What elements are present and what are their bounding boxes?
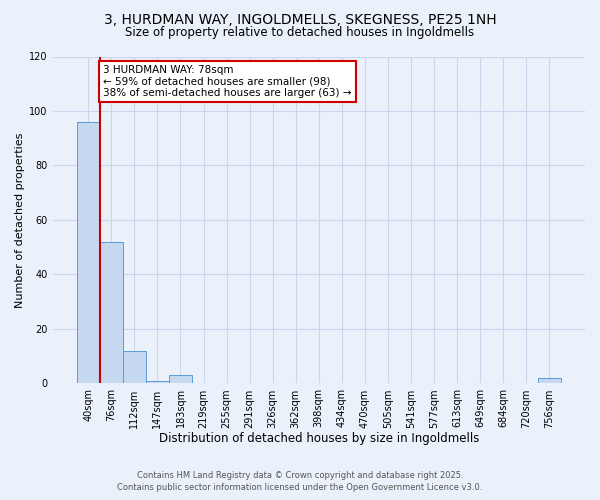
Bar: [146, 380, 169, 384]
Bar: [123, 351, 146, 384]
Text: Contains HM Land Registry data © Crown copyright and database right 2025.
Contai: Contains HM Land Registry data © Crown c…: [118, 471, 482, 492]
Bar: [77, 122, 100, 384]
Bar: [169, 376, 192, 384]
Text: 3, HURDMAN WAY, INGOLDMELLS, SKEGNESS, PE25 1NH: 3, HURDMAN WAY, INGOLDMELLS, SKEGNESS, P…: [104, 12, 496, 26]
Bar: [100, 242, 123, 384]
X-axis label: Distribution of detached houses by size in Ingoldmells: Distribution of detached houses by size …: [158, 432, 479, 445]
Text: 3 HURDMAN WAY: 78sqm
← 59% of detached houses are smaller (98)
38% of semi-detac: 3 HURDMAN WAY: 78sqm ← 59% of detached h…: [103, 64, 352, 98]
Bar: [538, 378, 561, 384]
Y-axis label: Number of detached properties: Number of detached properties: [15, 132, 25, 308]
Text: Size of property relative to detached houses in Ingoldmells: Size of property relative to detached ho…: [125, 26, 475, 39]
